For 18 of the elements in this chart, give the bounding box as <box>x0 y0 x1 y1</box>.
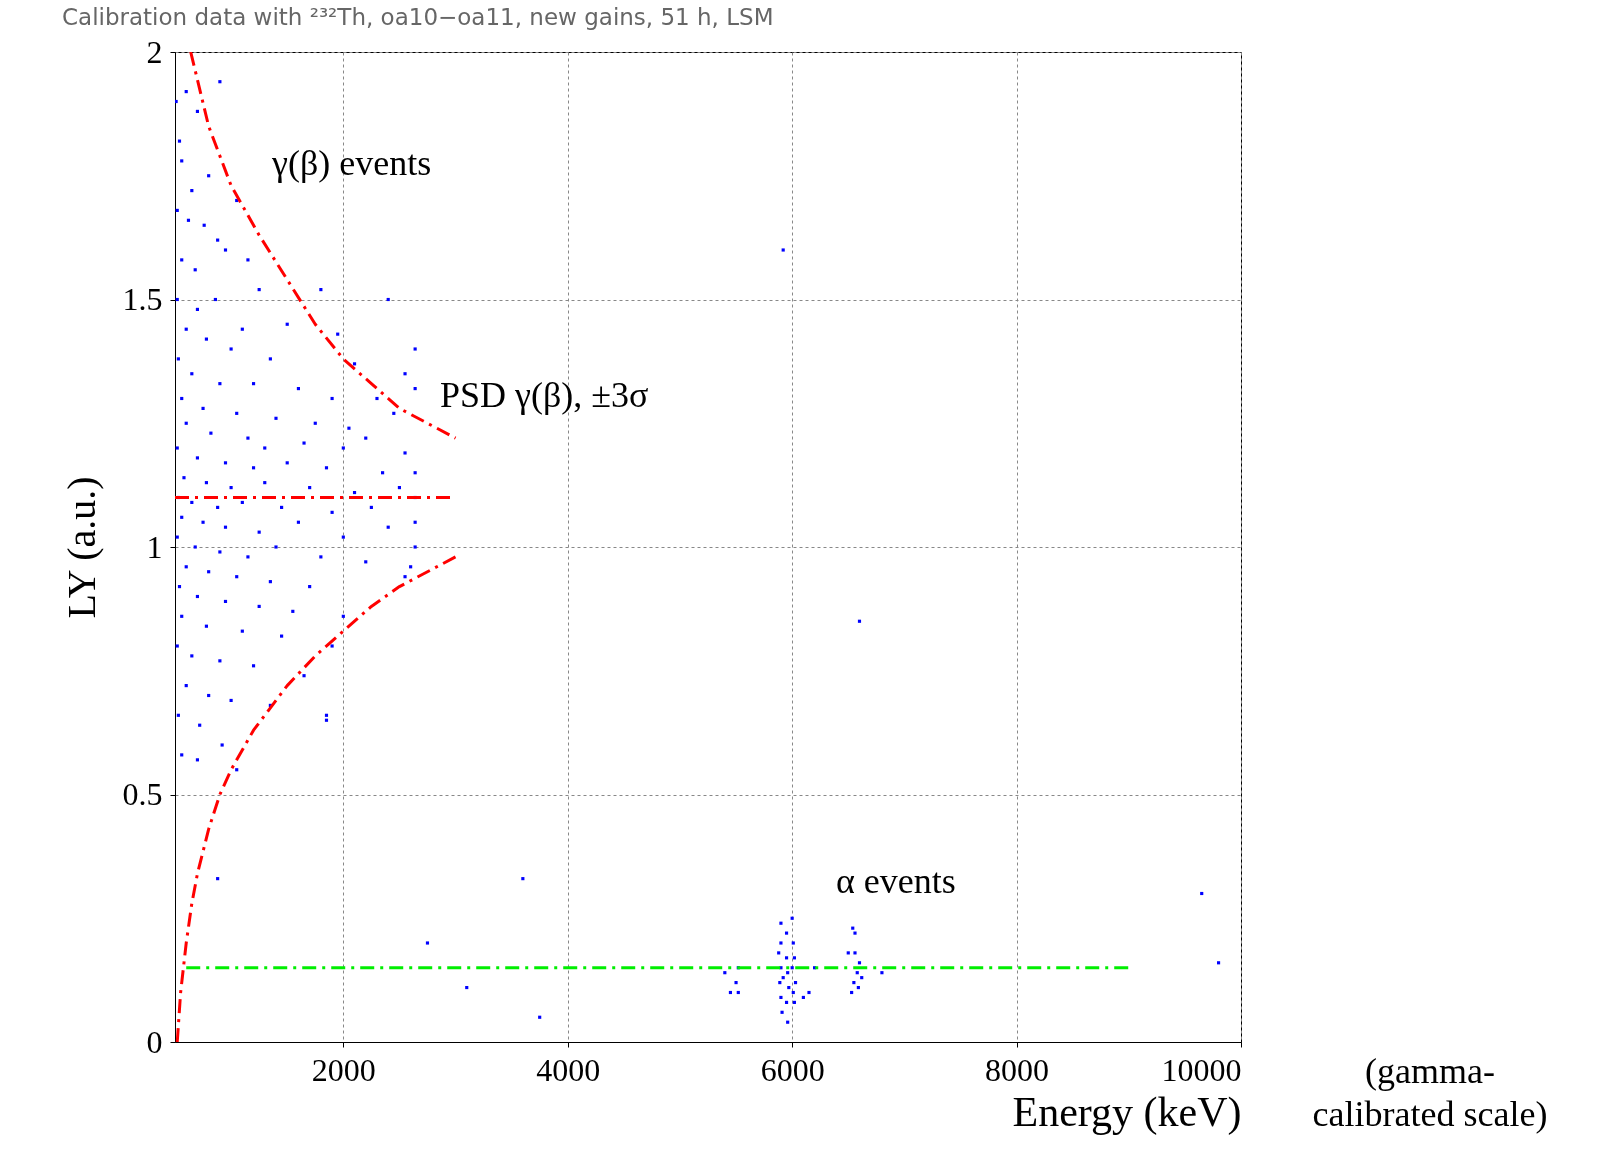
x-tick-label: 8000 <box>985 1051 1050 1088</box>
x-axis-title: Energy (keV) <box>1012 1088 1242 1136</box>
annotation: γ(β) events <box>272 142 432 185</box>
y-tick-label: 0.5 <box>122 776 163 812</box>
x-tick-label: 10000 <box>1161 1051 1242 1088</box>
y-tick-label: 1.5 <box>122 281 163 317</box>
x-tick-label: 6000 <box>760 1051 825 1088</box>
annotation: α events <box>836 860 956 903</box>
y-tick-label: 1 <box>146 528 163 565</box>
text: (gamma-calibrated scale) <box>1311 1050 1549 1137</box>
y-tick-label: 0 <box>146 1023 163 1060</box>
x-tick-label: 2000 <box>311 1051 376 1088</box>
x-tick-label: 4000 <box>536 1051 601 1088</box>
line-series <box>175 555 458 1042</box>
y-axis-title: LY (a.u.) <box>58 476 104 619</box>
annotation: PSD γ(β), ±3σ <box>440 374 649 417</box>
chart-title: Calibration data with ²³²Th, oa10−oa11, new gains, 51 h, LSM <box>62 4 774 30</box>
y-tick-label: 2 <box>146 33 163 70</box>
